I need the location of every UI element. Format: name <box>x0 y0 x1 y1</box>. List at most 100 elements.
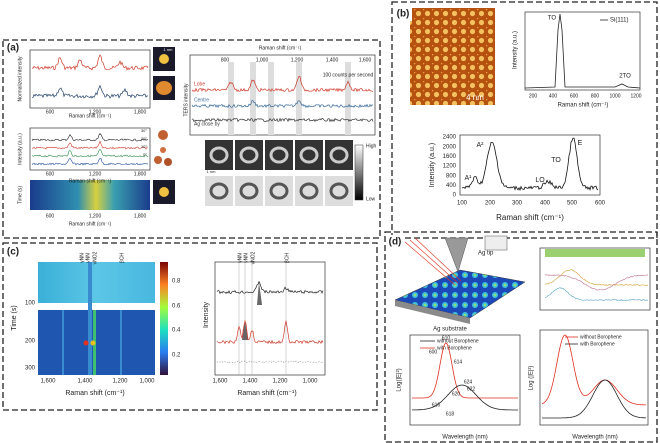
label: TERS intensity <box>183 83 189 117</box>
tick-label: 1200 <box>443 164 457 170</box>
panel-frame <box>384 231 658 443</box>
tick-label: 1200 <box>630 93 641 99</box>
tick-label: 100 <box>25 301 36 307</box>
guide-lines <box>238 262 287 375</box>
tick-label: 1,800 <box>134 213 147 219</box>
angle-label: 30° <box>141 128 147 133</box>
tick-label: 400 <box>540 201 551 207</box>
image-tile <box>325 176 353 206</box>
image-spot <box>156 81 172 95</box>
curve <box>461 137 599 192</box>
mode-label: γNN <box>79 253 85 263</box>
image-ring <box>209 146 229 164</box>
panel-frame <box>391 1 658 239</box>
image-tile <box>295 140 323 170</box>
curve-label: Centre <box>194 97 209 103</box>
tick-label: 1000 <box>609 93 620 99</box>
mode-label: νNO2 <box>92 251 98 264</box>
mode-label: βCH <box>119 253 125 263</box>
image-tile <box>235 176 263 206</box>
tick-label: 1,200 <box>89 171 102 177</box>
label: Log(|E|²) <box>397 368 403 391</box>
tick-label: 1,000 <box>256 57 269 63</box>
image-ring <box>239 182 259 200</box>
label: Ag substrate <box>433 327 467 333</box>
image-ring <box>239 146 259 164</box>
panel-label: (b) <box>397 9 410 20</box>
spectrum <box>524 13 641 89</box>
curve <box>191 100 374 109</box>
image-tile <box>205 176 233 206</box>
axis-title: Raman shift (cm⁻¹) <box>69 113 112 119</box>
tick-label: 200 <box>529 93 538 99</box>
label: Low <box>366 196 376 202</box>
borophene-layer <box>394 269 526 319</box>
plot-frame <box>29 49 151 109</box>
heatmap <box>38 310 155 375</box>
axis-title: Raman shift (cm⁻¹) <box>558 103 609 109</box>
tick-label: 400 <box>446 183 457 189</box>
curve-label: Lobe <box>194 81 205 87</box>
peak-label: LO <box>535 177 545 184</box>
tick-label: 1,200 <box>89 109 102 115</box>
label-bg <box>5 41 22 55</box>
angle-label: 0° <box>143 152 147 157</box>
peak-label: A² <box>477 142 485 149</box>
axis-title: Wavelength (nm) <box>572 435 617 441</box>
tick-label: 400 <box>549 93 558 99</box>
tick-label: 0.2 <box>172 353 181 359</box>
image-ring <box>269 146 289 164</box>
label: Intensity (a.u.) <box>513 31 519 69</box>
tick-label: 1,200 <box>291 57 304 63</box>
tick-label: 500 <box>567 201 578 207</box>
curve <box>412 342 518 399</box>
peak-label: E <box>578 140 583 147</box>
peak-label: 622 <box>467 386 476 392</box>
curve <box>541 334 646 406</box>
image-spot <box>159 54 169 64</box>
tick-label: 1,600 <box>212 379 228 385</box>
label: Time (s) <box>17 186 23 204</box>
panel-label: (c) <box>7 247 19 258</box>
curve <box>31 148 149 158</box>
tick-label: 2000 <box>443 144 457 150</box>
scale-bar: 1 nm <box>164 47 174 52</box>
image-tile <box>265 140 293 170</box>
label: High <box>366 143 377 149</box>
curve <box>542 379 646 419</box>
legend-label: without Borophene <box>580 334 622 340</box>
molecule <box>154 130 172 166</box>
peak-label: 614 <box>454 359 463 365</box>
axis-title: Raman shift (cm⁻¹) <box>259 45 302 51</box>
label: Log (|E|²) <box>529 366 535 391</box>
image-tile <box>205 140 233 170</box>
curve <box>31 140 148 150</box>
curve <box>31 84 149 99</box>
mode-label: βCH <box>284 253 290 263</box>
label: Normalized intensity <box>17 56 23 102</box>
peak-label: 618 <box>446 411 455 417</box>
tick-label: 300 <box>25 366 36 372</box>
image-tile <box>265 176 293 206</box>
axis-title: Raman shift (cm⁻¹) <box>237 390 296 397</box>
image-ring <box>299 182 319 200</box>
curve <box>545 269 648 286</box>
image-ring <box>299 146 319 164</box>
peak-fill <box>242 282 262 340</box>
axis-title: Wavelength (nm) <box>442 435 487 441</box>
tick-label: 1,000 <box>139 379 155 385</box>
plot-frame <box>409 334 521 426</box>
tick-label: 600 <box>46 171 55 177</box>
curve <box>411 384 518 411</box>
curve <box>31 54 149 71</box>
label: Intensity <box>203 301 210 328</box>
tick-label: 800 <box>221 57 230 63</box>
label: Ag tip <box>478 251 494 257</box>
tick-label: 2400 <box>443 135 457 141</box>
legend-label: Si(111) <box>610 18 628 24</box>
image-tiles <box>205 140 353 206</box>
tick-label: 0.6 <box>172 304 181 310</box>
tick-label: 300 <box>512 201 523 207</box>
image-ring <box>209 182 229 200</box>
